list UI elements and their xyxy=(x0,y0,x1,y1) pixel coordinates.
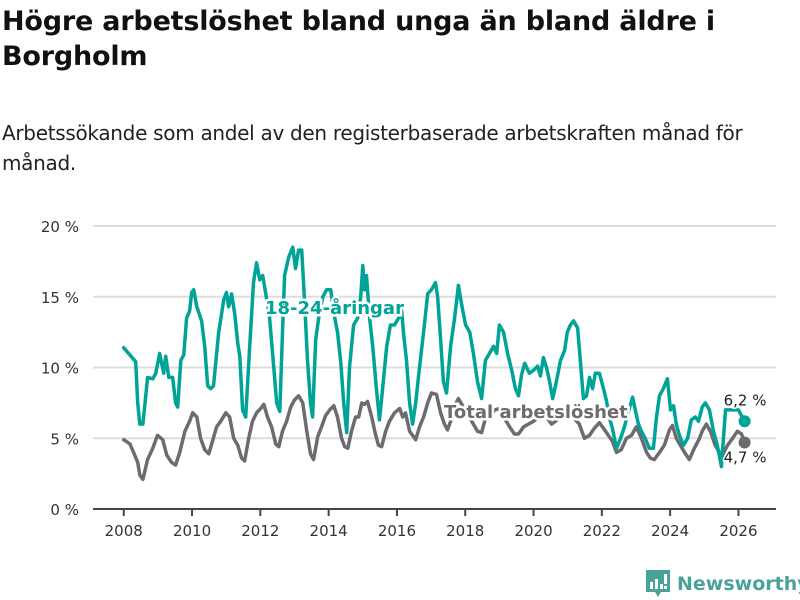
chart-title: Högre arbetslöshet bland unga än bland ä… xyxy=(2,6,715,72)
x-tick-label: 2016 xyxy=(378,522,416,540)
x-tick-label: 2022 xyxy=(583,522,621,540)
x-tick-label: 2012 xyxy=(241,522,279,540)
chart-subtitle: Arbetssökande som andel av den registerb… xyxy=(2,121,743,175)
x-tick-label: 2020 xyxy=(514,522,552,540)
newsworthy-logo: Newsworthy xyxy=(645,569,800,599)
series-line-youth xyxy=(121,245,747,469)
x-tick-label: 2026 xyxy=(719,522,757,540)
end-point-youth xyxy=(738,415,751,428)
x-tick-label: 2018 xyxy=(446,522,484,540)
y-tick-label: 5 % xyxy=(50,430,79,448)
series-label-youth: 18-24-åringar xyxy=(265,297,404,319)
end-point-total xyxy=(738,436,751,449)
x-tick-label: 2024 xyxy=(651,522,689,540)
series-label-total: Total arbetslöshet xyxy=(444,402,628,423)
x-tick-label: 2008 xyxy=(105,522,143,540)
end-value-label-total: 4,7 % xyxy=(724,448,767,466)
y-tick-label: 15 % xyxy=(41,289,79,307)
series-line-total xyxy=(121,391,747,482)
x-tick-label: 2010 xyxy=(173,522,211,540)
bar-chart-logo-icon xyxy=(646,570,670,597)
y-tick-label: 0 % xyxy=(50,501,79,519)
y-tick-label: 20 % xyxy=(41,218,79,236)
brand-name: Newsworthy xyxy=(677,573,800,595)
y-tick-label: 10 % xyxy=(41,360,79,378)
end-value-label-youth: 6,2 % xyxy=(724,391,767,409)
x-tick-label: 2014 xyxy=(310,522,348,540)
